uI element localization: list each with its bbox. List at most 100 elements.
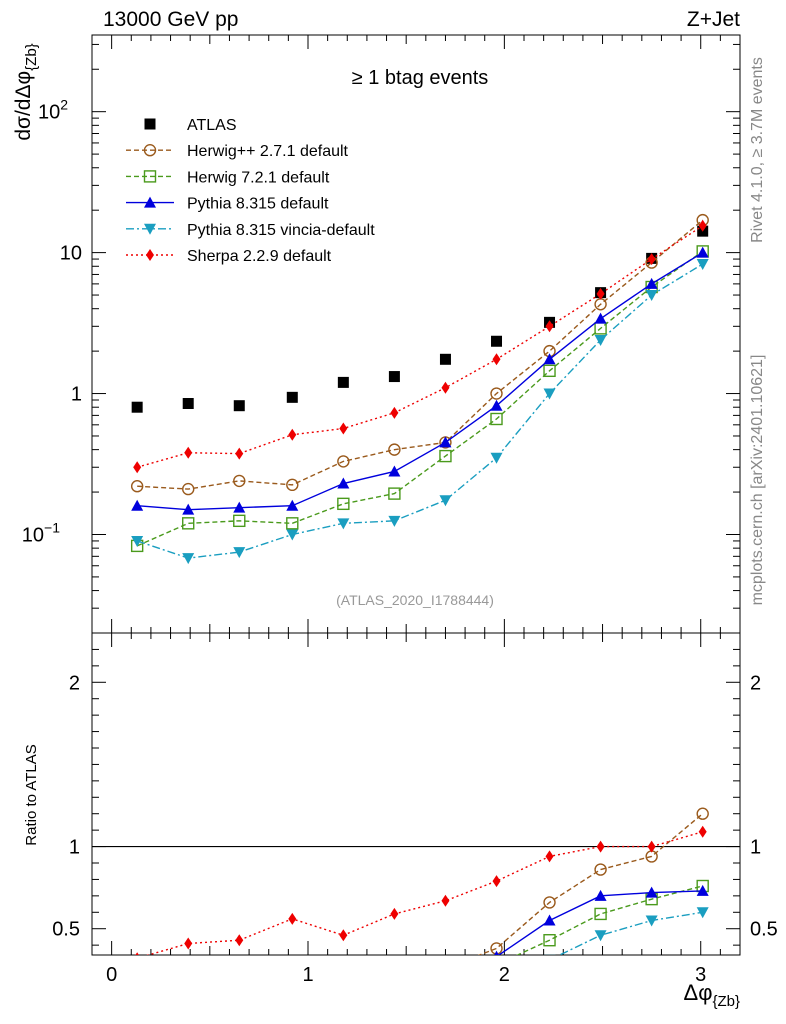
pythia-ratio-line	[497, 890, 703, 955]
herwigpp-ratio-point	[440, 963, 451, 974]
legend-entry-herwigpp: Herwig++ 2.7.1 default	[126, 143, 349, 160]
pythia-point	[233, 501, 246, 513]
tick-base: 10	[22, 524, 44, 546]
vincia-point	[182, 553, 195, 565]
legend-marker	[144, 196, 156, 208]
vincia-point	[286, 529, 299, 541]
ratio-series-vincia	[131, 907, 709, 1004]
herwig7-ratio-point	[287, 984, 298, 995]
vincia-ratio-point	[696, 907, 709, 919]
herwig7-ratio-point	[543, 934, 556, 947]
pythia-ratio-point	[696, 884, 709, 896]
herwig7-point	[543, 364, 556, 378]
herwigpp-ratio-line	[477, 813, 704, 955]
series-vincia	[131, 259, 709, 565]
legend-entry-atlas: ATLAS	[144, 117, 237, 134]
legend-label: Sherpa 2.2.9 default	[187, 248, 332, 265]
sherpa-ratio-point	[390, 907, 399, 920]
x-tick-label: 3	[695, 964, 706, 986]
sherpa-ratio-point	[288, 912, 297, 925]
pythia-ratio-point	[439, 962, 451, 973]
herwigpp-point	[286, 478, 299, 492]
sherpa-point	[647, 253, 656, 266]
vincia-ratio-point	[388, 991, 400, 1002]
sherpa-point	[492, 353, 501, 366]
vincia-point	[439, 495, 452, 507]
main-y-tick-label: 10	[60, 243, 82, 265]
legend-marker	[146, 249, 154, 261]
series-pythia	[131, 246, 709, 515]
series-herwig7	[130, 245, 709, 553]
atlas-point	[337, 376, 349, 388]
vincia-point	[543, 388, 556, 400]
pythia-point	[645, 277, 658, 289]
tick-base: 10	[38, 102, 60, 124]
vincia-point	[233, 547, 246, 559]
atlas-point	[439, 353, 451, 365]
pythia-ratio-point	[337, 974, 349, 985]
sherpa-ratio-point	[698, 825, 707, 838]
sherpa-point	[235, 447, 244, 460]
herwigpp-point	[233, 474, 246, 488]
sherpa-point	[133, 461, 142, 474]
legend-entry-vincia: Pythia 8.315 vincia-default	[126, 222, 375, 239]
atlas-point	[388, 371, 400, 383]
legend-marker	[144, 223, 156, 235]
atlas-point	[131, 401, 143, 413]
main-y-tick-label: 10−1	[22, 519, 60, 546]
pythia-point	[131, 499, 144, 511]
vincia-point	[131, 535, 144, 547]
sherpa-ratio-point	[339, 929, 348, 942]
atlas-point	[491, 335, 503, 347]
ratio-series-sherpa	[135, 825, 707, 955]
legend-marker	[143, 170, 157, 183]
pythia-point	[696, 246, 709, 258]
sherpa-ratio-point	[545, 850, 554, 863]
sherpa-ratio-point	[647, 840, 656, 853]
herwigpp-point	[388, 443, 401, 456]
main-y-tick-label: 102	[38, 97, 68, 124]
legend-entry-sherpa: Sherpa 2.2.9 default	[126, 248, 332, 265]
herwig7-point	[233, 514, 246, 528]
main-y-axis-label: dσ/dΔφ{Zb}	[12, 43, 40, 140]
pythia-ratio-point	[233, 974, 245, 985]
vincia-ratio-point	[233, 991, 245, 1002]
herwig7-point	[286, 517, 299, 530]
vincia-ratio-point	[594, 930, 607, 942]
sherpa-ratio-point	[596, 840, 605, 853]
ratio-series-pythia	[131, 884, 709, 986]
pythia-ratio-point	[182, 975, 194, 986]
pythia-ratio-point	[494, 950, 499, 955]
herwig7-point	[182, 517, 195, 530]
herwigpp-ratio-point	[132, 961, 143, 972]
herwigpp-ratio-point	[234, 958, 245, 969]
atlas-point	[182, 398, 194, 410]
herwigpp-point	[337, 455, 350, 468]
pythia-ratio-point	[543, 914, 556, 926]
herwigpp-point	[130, 480, 144, 493]
vincia-point	[490, 452, 503, 464]
ratio-y-tick-label: 1	[69, 837, 80, 859]
legend-label: Pythia 8.315 default	[187, 196, 329, 213]
vincia-ratio-point	[182, 993, 194, 1004]
vincia-ratio-point	[645, 915, 658, 927]
ratio-y-tick-label: 0.5	[52, 919, 80, 941]
main-y-label-text: dσ/dΔφ	[12, 71, 35, 141]
sherpa-point	[390, 406, 399, 419]
pythia-point	[543, 353, 556, 365]
legend-entry-pythia: Pythia 8.315 default	[126, 196, 329, 213]
tick-exponent: −1	[44, 519, 60, 535]
pythia-line	[137, 252, 704, 511]
tick-exponent: 2	[60, 97, 68, 113]
vincia-ratio-line	[558, 911, 703, 955]
pythia-ratio-point	[131, 972, 143, 983]
vincia-ratio-point	[131, 988, 143, 999]
pythia-point	[388, 465, 401, 477]
herwig7-ratio-point	[338, 982, 349, 993]
herwigpp-ratio-point	[543, 896, 556, 909]
legend-marker	[143, 143, 157, 157]
vincia-ratio-point	[286, 988, 298, 999]
herwig7-point	[388, 487, 401, 500]
vincia-point	[388, 515, 401, 527]
herwigpp-ratio-point	[338, 959, 349, 970]
